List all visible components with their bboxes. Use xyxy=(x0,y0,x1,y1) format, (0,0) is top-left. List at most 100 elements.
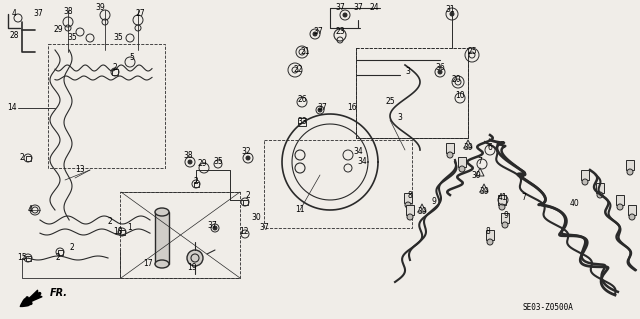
Bar xyxy=(501,213,509,223)
Ellipse shape xyxy=(155,208,169,216)
Text: 18: 18 xyxy=(113,227,123,236)
Text: 16: 16 xyxy=(347,103,357,113)
Text: 37: 37 xyxy=(259,224,269,233)
Text: 4: 4 xyxy=(28,205,33,214)
Text: 11: 11 xyxy=(295,205,305,214)
Text: 39: 39 xyxy=(417,207,427,217)
Bar xyxy=(356,48,468,138)
Text: 37: 37 xyxy=(207,221,217,231)
Text: 2: 2 xyxy=(108,218,113,226)
Circle shape xyxy=(627,169,633,175)
Text: 29: 29 xyxy=(53,26,63,34)
Bar xyxy=(120,192,240,278)
Circle shape xyxy=(617,204,623,210)
Text: 10: 10 xyxy=(455,92,465,100)
Text: 35: 35 xyxy=(113,33,123,42)
Text: 35: 35 xyxy=(67,33,77,42)
Text: 38: 38 xyxy=(63,8,73,17)
Text: 6: 6 xyxy=(488,144,492,152)
Text: 24: 24 xyxy=(369,4,379,12)
Text: FR.: FR. xyxy=(50,288,68,298)
Circle shape xyxy=(582,179,588,185)
Text: 14: 14 xyxy=(7,103,17,113)
Text: 19: 19 xyxy=(187,263,197,272)
Text: 28: 28 xyxy=(9,31,19,40)
Bar xyxy=(243,199,248,204)
Text: 3: 3 xyxy=(397,114,403,122)
Text: 37: 37 xyxy=(313,27,323,36)
Circle shape xyxy=(450,12,454,16)
Text: 33: 33 xyxy=(297,117,307,127)
Text: 30: 30 xyxy=(251,213,261,222)
Circle shape xyxy=(313,32,317,36)
Text: 37: 37 xyxy=(33,10,43,19)
Text: 40: 40 xyxy=(569,199,579,209)
Text: 39: 39 xyxy=(479,188,489,197)
Text: 5: 5 xyxy=(129,54,134,63)
Bar xyxy=(404,193,412,203)
Text: 37: 37 xyxy=(353,4,363,12)
Bar xyxy=(112,69,118,75)
Text: 2: 2 xyxy=(70,243,74,253)
Bar xyxy=(596,183,604,193)
Text: 3: 3 xyxy=(406,68,410,77)
Text: 21: 21 xyxy=(300,48,310,56)
Text: 22: 22 xyxy=(293,65,303,75)
Text: 34: 34 xyxy=(353,147,363,157)
Circle shape xyxy=(502,222,508,228)
Text: 15: 15 xyxy=(17,254,27,263)
Circle shape xyxy=(407,214,413,220)
Circle shape xyxy=(187,250,203,266)
Bar xyxy=(498,195,506,205)
Text: 25: 25 xyxy=(385,98,395,107)
Text: 27: 27 xyxy=(135,10,145,19)
Text: 7: 7 xyxy=(522,194,527,203)
Text: 26: 26 xyxy=(297,95,307,105)
Bar xyxy=(26,256,31,261)
Bar xyxy=(58,249,63,255)
Bar xyxy=(486,230,494,240)
Bar xyxy=(120,229,125,234)
Text: 9: 9 xyxy=(504,211,508,220)
Circle shape xyxy=(246,156,250,160)
Circle shape xyxy=(213,226,217,230)
Text: 9: 9 xyxy=(431,197,436,206)
Bar xyxy=(155,212,169,264)
Text: 2: 2 xyxy=(246,191,250,201)
Bar xyxy=(581,170,589,180)
Text: 37: 37 xyxy=(335,4,345,12)
Text: 39: 39 xyxy=(463,144,473,152)
Text: 20: 20 xyxy=(451,76,461,85)
Bar xyxy=(406,205,414,215)
Bar xyxy=(48,44,165,168)
Bar xyxy=(628,205,636,215)
Text: 25: 25 xyxy=(467,48,477,56)
Circle shape xyxy=(629,214,635,220)
Text: 35: 35 xyxy=(213,158,223,167)
Ellipse shape xyxy=(155,260,169,268)
Text: 4: 4 xyxy=(12,10,17,19)
Circle shape xyxy=(597,192,603,198)
Circle shape xyxy=(447,152,453,158)
Circle shape xyxy=(343,13,347,17)
Bar xyxy=(356,48,468,138)
Text: 34: 34 xyxy=(357,158,367,167)
Text: 23: 23 xyxy=(335,27,345,36)
Text: 2: 2 xyxy=(194,177,198,187)
Text: SE03-Z0500A: SE03-Z0500A xyxy=(523,303,573,313)
Text: 1: 1 xyxy=(127,224,132,233)
Text: 17: 17 xyxy=(143,259,153,269)
Text: 8: 8 xyxy=(486,227,490,236)
Text: 13: 13 xyxy=(75,166,85,174)
Bar xyxy=(193,182,198,187)
Circle shape xyxy=(499,204,505,210)
Text: 12: 12 xyxy=(239,227,249,236)
Circle shape xyxy=(188,160,192,164)
Bar xyxy=(626,160,634,170)
Bar xyxy=(458,157,466,167)
Text: 2: 2 xyxy=(20,153,24,162)
Text: 38: 38 xyxy=(183,152,193,160)
Circle shape xyxy=(459,166,465,172)
Text: 29: 29 xyxy=(197,160,207,168)
Text: 39: 39 xyxy=(95,4,105,12)
